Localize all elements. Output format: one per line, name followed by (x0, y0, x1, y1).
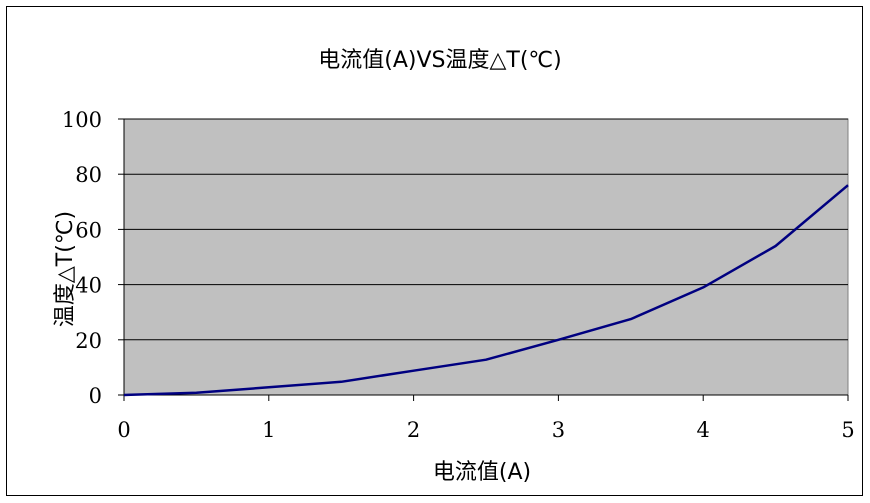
x-axis-title: 电流值(A) (433, 460, 531, 485)
x-tick-label: 3 (552, 418, 565, 442)
x-tick-label: 5 (841, 418, 854, 442)
plot-area (123, 118, 849, 396)
y-tick-labels: 0 20 40 60 80 100 (62, 108, 102, 408)
series-layer (123, 184, 849, 397)
y-axis-title: 温度△T(℃) (53, 211, 78, 327)
gridlines (124, 118, 848, 341)
y-tick-label: 60 (75, 218, 102, 242)
y-tick-label: 80 (75, 163, 102, 187)
x-tick-label: 4 (697, 418, 710, 442)
y-tick-label: 20 (75, 329, 102, 353)
y-tick-label: 40 (75, 274, 102, 298)
x-tick-labels: 0 1 2 3 4 5 (117, 418, 854, 442)
y-tick-label: 0 (89, 384, 102, 408)
x-tick-label: 0 (117, 418, 130, 442)
y-tick-label: 100 (62, 108, 102, 132)
axes (118, 118, 849, 401)
x-tick-label: 1 (262, 418, 275, 442)
chart-title: 电流值(A)VS温度△T(℃) (318, 48, 561, 73)
x-tick-label: 2 (407, 418, 420, 442)
